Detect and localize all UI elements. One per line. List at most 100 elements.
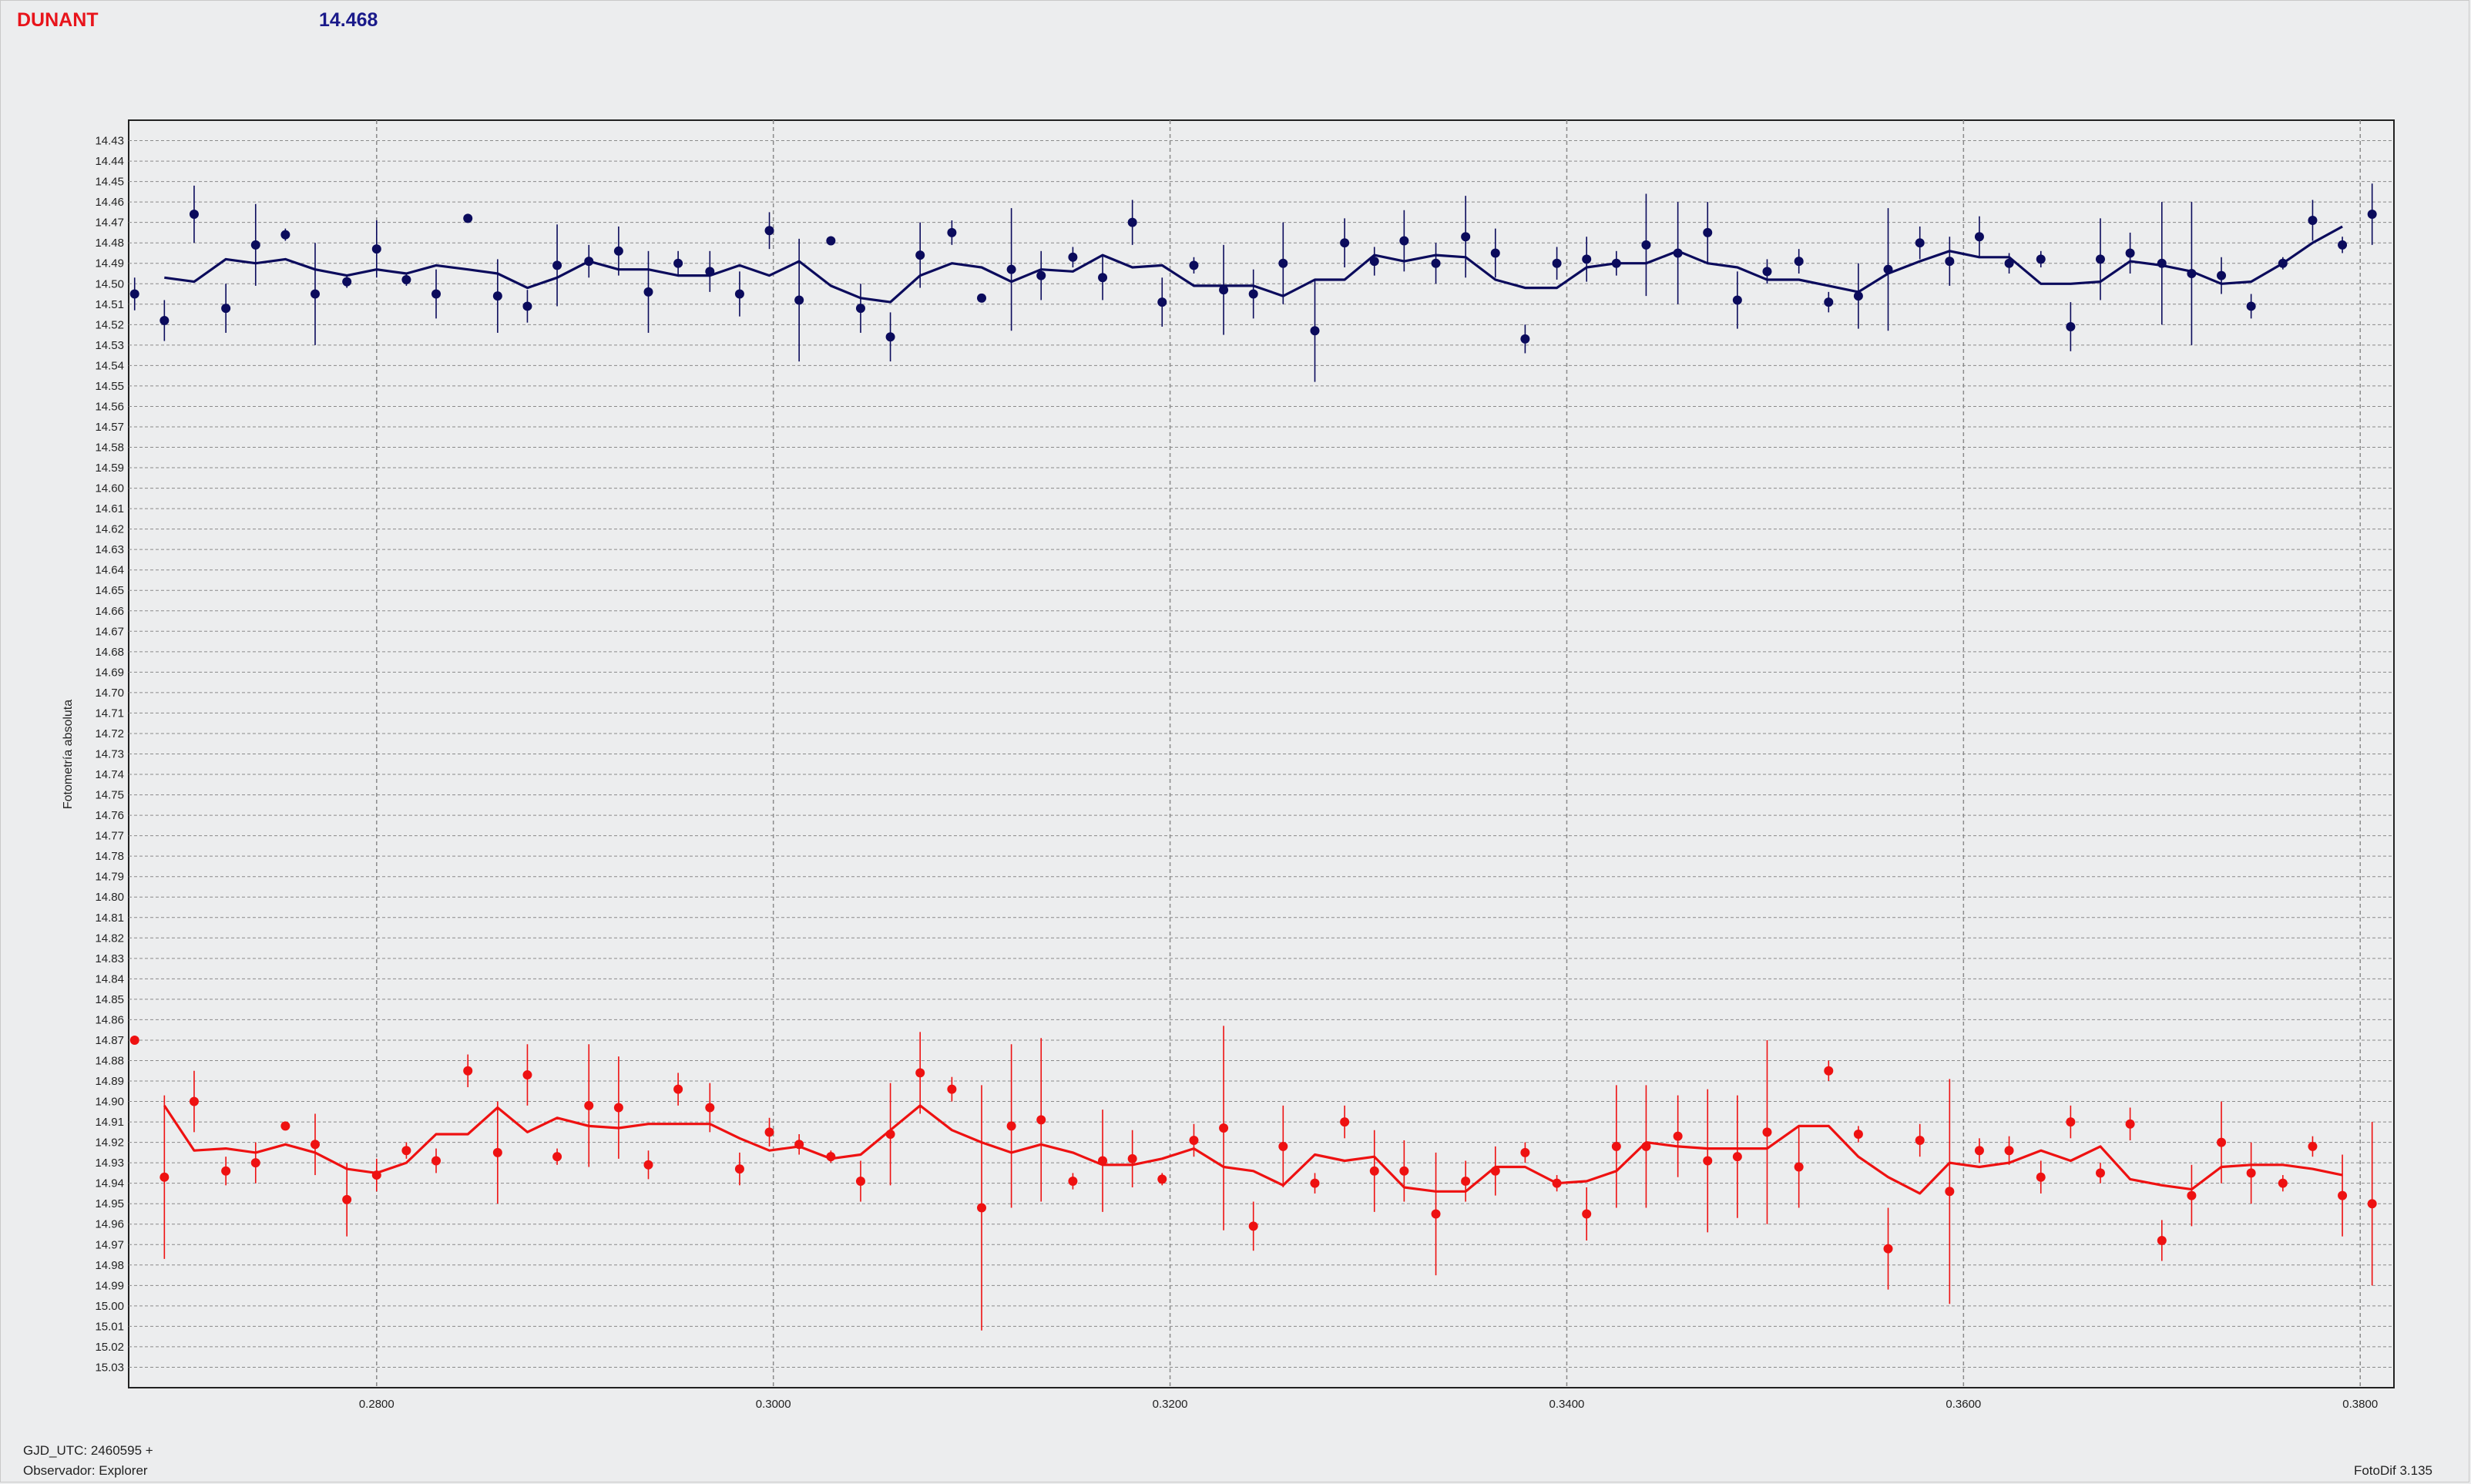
y-tick-label: 14.52 bbox=[95, 318, 124, 331]
series-1-data-point bbox=[1098, 1156, 1108, 1166]
series-0-data-point bbox=[1794, 257, 1804, 267]
series-1-data-point bbox=[2278, 1178, 2288, 1188]
y-tick-label: 14.48 bbox=[95, 237, 124, 250]
series-0-data-point bbox=[1762, 267, 1772, 277]
y-tick-label: 14.44 bbox=[95, 155, 124, 168]
series-1-data-point bbox=[1673, 1131, 1683, 1141]
y-tick-label: 14.66 bbox=[95, 605, 124, 618]
series-0-data-point bbox=[794, 295, 804, 305]
series-0-data-point bbox=[2157, 258, 2167, 268]
y-tick-label: 14.55 bbox=[95, 380, 124, 393]
series-0-data-point bbox=[1582, 254, 1592, 264]
x-tick-labels: 0.2800 0.3000 0.3200 0.3400 0.3600 0.3800 bbox=[359, 1398, 2378, 1411]
series-0-data-point bbox=[310, 289, 320, 299]
series-1-data-point bbox=[794, 1140, 804, 1150]
y-tick-label: 14.64 bbox=[95, 564, 124, 577]
series-0-data-point bbox=[1189, 260, 1199, 270]
y-tick-label: 14.81 bbox=[95, 912, 124, 925]
series-0-data-point bbox=[2066, 321, 2076, 331]
series-1-data-point bbox=[1974, 1146, 1984, 1156]
y-tick-label: 15.01 bbox=[95, 1320, 124, 1333]
series-1-trend-line bbox=[163, 1104, 2343, 1195]
series-0-data-point bbox=[280, 230, 290, 240]
series-1-data-point bbox=[1399, 1166, 1409, 1176]
y-tick-label: 14.46 bbox=[95, 196, 124, 209]
series-0-data-point bbox=[2004, 258, 2014, 268]
x-tick-label: 0.3600 bbox=[1946, 1398, 1981, 1411]
y-tick-label: 14.95 bbox=[95, 1197, 124, 1210]
data-series bbox=[129, 183, 2377, 1331]
series-0-data-point bbox=[1824, 297, 1834, 307]
series-0-data-point bbox=[855, 304, 865, 314]
y-tick-label: 14.50 bbox=[95, 277, 124, 290]
series-1-data-point bbox=[1189, 1135, 1199, 1145]
series-0-data-point bbox=[2278, 258, 2288, 268]
series-1-data-point bbox=[371, 1170, 381, 1180]
series-1-data-point bbox=[1431, 1209, 1441, 1219]
series-1-data-point bbox=[2187, 1190, 2197, 1200]
series-0-data-point bbox=[2246, 301, 2256, 311]
y-tick-label: 14.65 bbox=[95, 584, 124, 597]
y-tick-label: 14.84 bbox=[95, 972, 124, 985]
x-tick-label: 0.3400 bbox=[1549, 1398, 1585, 1411]
series-1-data-point bbox=[1036, 1115, 1046, 1125]
series-1-data-point bbox=[734, 1164, 744, 1174]
series-0-data-point bbox=[1219, 285, 1229, 295]
series-0-data-point bbox=[1883, 264, 1893, 274]
series-1-data-point bbox=[2157, 1235, 2167, 1245]
series-1-data-point bbox=[2246, 1168, 2256, 1178]
series-1-data-point bbox=[250, 1158, 260, 1168]
y-tick-label: 14.79 bbox=[95, 871, 124, 884]
series-1-data-point bbox=[915, 1068, 925, 1078]
y-tick-label: 14.53 bbox=[95, 339, 124, 352]
series-0-data-point bbox=[1248, 289, 1258, 299]
series-0 bbox=[129, 183, 2377, 382]
y-tick-label: 14.60 bbox=[95, 482, 124, 495]
series-1-data-point bbox=[643, 1160, 653, 1170]
y-tick-label: 14.47 bbox=[95, 217, 124, 230]
series-0-data-point bbox=[613, 246, 623, 256]
y-tick-label: 14.99 bbox=[95, 1279, 124, 1292]
series-0-data-point bbox=[1461, 232, 1471, 242]
series-1-data-point bbox=[1219, 1123, 1229, 1133]
series-0-data-point bbox=[1641, 240, 1651, 250]
series-0-data-point bbox=[1127, 217, 1137, 227]
y-tick-label: 14.63 bbox=[95, 543, 124, 556]
series-0-data-point bbox=[431, 289, 441, 299]
series-0-data-point bbox=[915, 250, 925, 260]
series-0-data-point bbox=[2338, 240, 2348, 250]
series-0-data-point bbox=[492, 291, 502, 301]
series-0-data-point bbox=[221, 304, 231, 314]
target-name-label: DUNANT bbox=[17, 9, 99, 31]
series-1-data-point bbox=[1248, 1221, 1258, 1231]
series-1-data-point bbox=[2036, 1172, 2046, 1182]
y-tick-label: 14.76 bbox=[95, 809, 124, 822]
y-tick-label: 15.02 bbox=[95, 1341, 124, 1354]
series-0-data-point bbox=[2125, 248, 2135, 258]
series-1-data-point bbox=[2367, 1199, 2377, 1209]
series-1-data-point bbox=[1340, 1117, 1350, 1127]
x-tick-label: 0.3200 bbox=[1153, 1398, 1188, 1411]
x-tick-label: 0.3000 bbox=[756, 1398, 791, 1411]
y-tick-labels: 14.43 14.44 14.45 14.46 14.47 14.48 14.49 14.50… bbox=[95, 135, 124, 1375]
series-0-data-point bbox=[643, 287, 653, 297]
series-0-data-point bbox=[2036, 254, 2046, 264]
y-tick-label: 14.78 bbox=[95, 850, 124, 863]
y-tick-label: 14.97 bbox=[95, 1238, 124, 1251]
series-1-data-point bbox=[1552, 1178, 1562, 1188]
series-1-data-point bbox=[342, 1194, 352, 1204]
y-tick-label: 14.91 bbox=[95, 1116, 124, 1129]
series-0-data-point bbox=[1490, 248, 1500, 258]
series-0-data-point bbox=[2217, 270, 2227, 280]
series-1-data-point bbox=[673, 1084, 683, 1094]
y-tick-label: 14.93 bbox=[95, 1157, 124, 1170]
series-0-data-point bbox=[371, 244, 381, 254]
series-1-data-point bbox=[2125, 1119, 2135, 1129]
y-tick-label: 14.92 bbox=[95, 1137, 124, 1150]
series-0-data-point bbox=[1006, 264, 1016, 274]
y-tick-label: 14.57 bbox=[95, 421, 124, 434]
series-0-data-point bbox=[1431, 258, 1441, 268]
series-0-data-point bbox=[1703, 227, 1713, 237]
series-0-data-point bbox=[1552, 258, 1562, 268]
series-0-data-point bbox=[1036, 270, 1046, 280]
